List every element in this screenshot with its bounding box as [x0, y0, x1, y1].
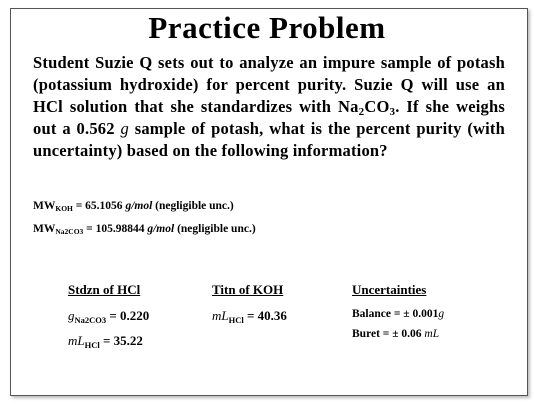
variable: g: [68, 308, 75, 323]
slide-title: Practice Problem: [148, 10, 386, 45]
column: Uncertainties Balance = ± 0.001g Buret =…: [352, 282, 444, 348]
subscript: KOH: [55, 204, 73, 213]
value: = 35.22: [103, 333, 143, 348]
note: (negligible unc.): [177, 223, 256, 235]
value: = 65.1056: [75, 200, 123, 212]
column-header: Stdzn of HCl: [68, 282, 141, 297]
subscript: Na2CO3: [55, 227, 84, 236]
column: Stdzn of HCl gNa2CO3 = 0.220 mLHCl = 35.…: [68, 282, 149, 358]
subscript: HCl: [84, 340, 100, 350]
unit: g/mol: [125, 200, 153, 212]
text: . If she weighs out a 0.562: [33, 97, 505, 138]
label: Balance: [352, 308, 391, 320]
row: Buret = ± 0.06 mL: [352, 328, 444, 340]
variable: mL: [212, 308, 229, 323]
note: (negligible unc.): [155, 200, 234, 212]
text: CO: [364, 97, 390, 116]
column-header: Uncertainties: [352, 282, 427, 297]
problem-text: Student Suzie Q sets out to analyze an i…: [33, 52, 505, 162]
row: gNa2CO3 = 0.220: [68, 308, 149, 325]
constant: MWKOH = 65.1056 g/mol (negligible unc.): [33, 200, 234, 213]
value: = 0.220: [109, 308, 150, 323]
symbol: MW: [33, 200, 56, 212]
label: Buret: [352, 328, 380, 340]
text: sample of potash, what is the percent pu…: [33, 119, 505, 160]
row: mLHCl = 40.36: [212, 308, 287, 325]
text: Student Suzie Q sets out to analyze an i…: [33, 53, 505, 116]
unit: g: [120, 119, 129, 138]
slide-frame: [10, 8, 528, 396]
row: mLHCl = 35.22: [68, 333, 149, 350]
variable: mL: [68, 333, 85, 348]
subscript: Na2CO3: [74, 315, 107, 325]
unit: g: [438, 308, 445, 320]
subscript: 3: [389, 106, 396, 118]
row: Balance = ± 0.001g: [352, 308, 444, 320]
value: = 40.36: [247, 308, 287, 323]
constant: MWNa2CO3 = 105.98844 g/mol (negligible u…: [33, 223, 256, 236]
column-header: Titn of KOH: [212, 282, 284, 297]
value: = 105.98844: [86, 223, 145, 235]
subscript: HCl: [228, 315, 244, 325]
symbol: MW: [33, 223, 56, 235]
column: Titn of KOH mLHCl = 40.36: [212, 282, 287, 333]
unit: mL: [424, 328, 440, 340]
unit: g/mol: [147, 223, 175, 235]
value: = ± 0.001: [393, 308, 439, 320]
subscript: 2: [358, 106, 365, 118]
value: = ± 0.06: [382, 328, 422, 340]
